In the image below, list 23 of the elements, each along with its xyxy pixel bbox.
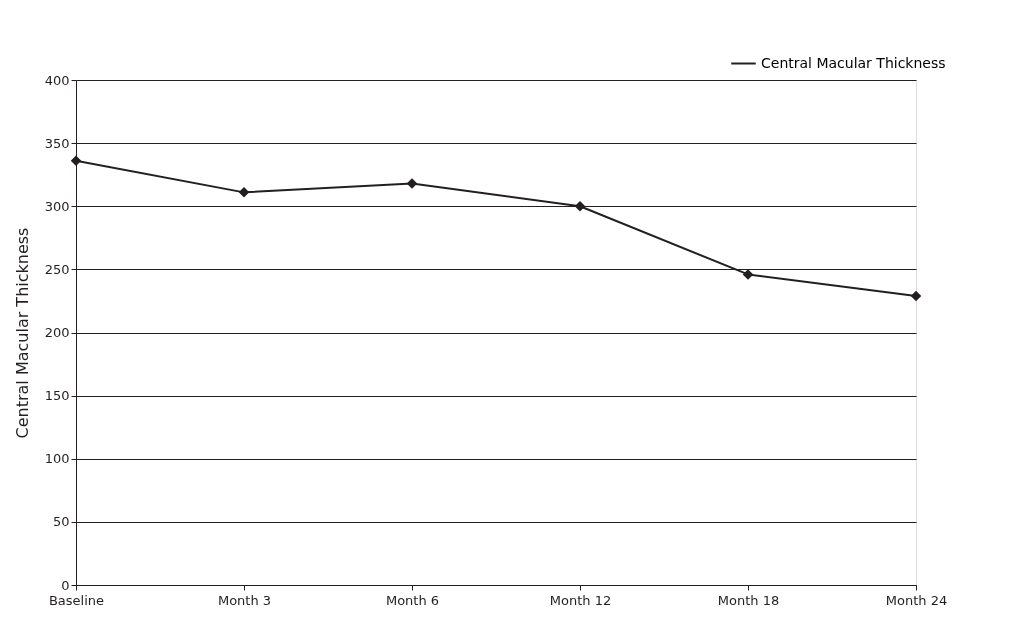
legend-label: Central Macular Thickness <box>761 54 946 71</box>
y-tick-label: 50 <box>52 514 70 530</box>
point <box>238 187 250 198</box>
point <box>574 201 586 212</box>
y-tick-label: 150 <box>44 388 70 404</box>
point <box>742 269 754 280</box>
x-tick-label: Month 12 <box>549 592 612 608</box>
x-tick-label: Baseline <box>48 592 105 608</box>
y-tick-label: 400 <box>44 72 70 88</box>
y-tick-label: 100 <box>44 451 70 467</box>
x-tick-label: Month 6 <box>385 592 440 608</box>
x-tick-label: Month 24 <box>885 592 948 608</box>
point <box>910 290 922 302</box>
point <box>70 155 82 167</box>
y-tick-label: 200 <box>44 325 70 340</box>
x-tick-label: Month 18 <box>717 592 780 608</box>
y-axis-title: Central Macular Thickness <box>12 227 32 439</box>
point <box>406 178 418 189</box>
x-tick-label: Month 3 <box>217 592 272 608</box>
y-tick-label: 350 <box>44 135 70 151</box>
y-tick-label: 250 <box>44 261 70 277</box>
y-tick-label: 0 <box>61 577 70 593</box>
y-tick-label: 300 <box>44 198 70 214</box>
